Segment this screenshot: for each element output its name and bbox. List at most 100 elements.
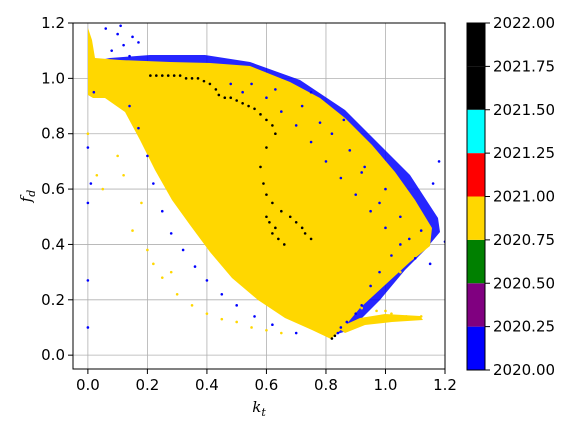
x-axis-ticks: 0.0 0.2 0.4 0.6 0.8 1.0 1.2 xyxy=(76,369,457,394)
point-s0-58 xyxy=(384,187,387,191)
point-s2-21 xyxy=(122,173,125,177)
point-s1-24 xyxy=(259,165,262,169)
x-tick-label-6: 1.2 xyxy=(433,376,457,394)
y-tick-label-6: 1.2 xyxy=(41,14,65,32)
colorbar-segment-4 xyxy=(467,153,485,197)
point-s0-25 xyxy=(253,315,256,318)
point-s1-27 xyxy=(271,201,274,205)
point-s1-36 xyxy=(274,226,277,230)
point-s0-49 xyxy=(339,326,343,329)
point-s1-34 xyxy=(265,215,268,219)
point-s1-7 xyxy=(190,77,194,80)
y-axis-label: fd xyxy=(17,190,38,204)
point-s2-30 xyxy=(101,187,105,191)
point-s0-56 xyxy=(348,149,352,152)
point-s1-41 xyxy=(333,334,337,338)
colorbar-segment-7 xyxy=(467,23,485,67)
point-s0-27 xyxy=(294,331,298,335)
point-s1-14 xyxy=(229,96,233,100)
point-s0-30 xyxy=(280,110,283,113)
point-s0-9 xyxy=(86,146,90,149)
point-s2-15 xyxy=(220,317,224,321)
colorbar-tick-label-8: 2022.00 xyxy=(493,14,555,32)
point-s0-39 xyxy=(413,256,417,260)
colorbar-tick-label-4: 2021.00 xyxy=(493,188,555,206)
point-s1-13 xyxy=(223,96,227,100)
x-axis-label: kt xyxy=(252,398,266,419)
y-axis-ticks: 0.0 0.2 0.4 0.6 0.8 1.0 1.2 xyxy=(41,14,73,364)
point-s1-28 xyxy=(280,209,283,213)
point-s0-55 xyxy=(318,121,322,124)
point-s2-5 xyxy=(419,315,423,318)
colorbar-segment-2 xyxy=(467,239,485,284)
point-s1-10 xyxy=(208,82,212,86)
point-s1-35 xyxy=(268,220,271,224)
colorbar-segment-6 xyxy=(467,66,485,110)
colorbar-segment-1 xyxy=(467,283,485,327)
point-s2-1 xyxy=(360,306,363,310)
x-tick-label-1: 0.2 xyxy=(135,376,159,394)
y-tick-label-3: 0.6 xyxy=(41,180,65,198)
point-s1-32 xyxy=(303,232,307,235)
colorbar-segment-5 xyxy=(467,109,485,154)
point-s0-36 xyxy=(369,209,372,213)
point-s2-20 xyxy=(116,154,119,158)
point-s1-4 xyxy=(172,74,176,77)
point-s2-3 xyxy=(390,312,393,315)
point-s0-64 xyxy=(309,90,313,94)
point-s0-43 xyxy=(390,254,393,257)
point-s2-13 xyxy=(190,304,194,307)
point-s0-15 xyxy=(137,126,140,130)
colorbar-tick-label-5: 2021.25 xyxy=(493,144,555,162)
point-s2-16 xyxy=(235,320,238,324)
point-s1-0 xyxy=(149,74,152,77)
point-s1-38 xyxy=(277,237,280,241)
point-s2-9 xyxy=(146,248,149,252)
point-s1-11 xyxy=(214,88,218,91)
colorbar-segment-3 xyxy=(467,196,485,240)
point-s0-65 xyxy=(330,132,334,136)
point-s1-1 xyxy=(155,74,158,77)
point-s0-61 xyxy=(241,90,244,94)
point-s0-60 xyxy=(399,215,402,219)
point-s1-6 xyxy=(184,77,188,80)
point-s2-18 xyxy=(265,328,268,332)
y-tick-label-5: 1.0 xyxy=(41,69,65,87)
point-s2-29 xyxy=(95,173,99,177)
x-tick-label-2: 0.4 xyxy=(195,376,219,394)
point-s1-33 xyxy=(309,237,313,241)
y-tick-label-4: 0.8 xyxy=(41,125,65,143)
point-s2-4 xyxy=(405,315,408,318)
point-s2-31 xyxy=(86,132,90,136)
point-s1-2 xyxy=(160,74,164,77)
data-layer xyxy=(86,24,445,340)
y-tick-label-1: 0.2 xyxy=(41,291,65,309)
point-s1-20 xyxy=(265,118,268,122)
point-s0-42 xyxy=(378,270,381,274)
point-s1-22 xyxy=(274,132,277,136)
point-s0-57 xyxy=(360,171,363,174)
point-s1-19 xyxy=(259,113,262,116)
point-s1-40 xyxy=(330,337,334,340)
scatter-points xyxy=(86,24,445,340)
point-s0-13 xyxy=(86,326,90,329)
point-s2-7 xyxy=(384,309,387,313)
point-s0-67 xyxy=(363,165,366,169)
point-s1-37 xyxy=(271,232,274,235)
point-s1-26 xyxy=(265,193,268,196)
point-s0-0 xyxy=(104,27,108,30)
point-s1-18 xyxy=(253,107,256,111)
point-s0-31 xyxy=(294,124,298,127)
point-s1-12 xyxy=(217,93,221,97)
point-s1-23 xyxy=(265,146,268,149)
point-s0-22 xyxy=(205,279,209,282)
point-s2-19 xyxy=(280,331,283,335)
point-s1-31 xyxy=(300,226,304,230)
point-s0-8 xyxy=(92,90,96,94)
x-tick-label-4: 0.8 xyxy=(314,376,338,394)
plot-frame xyxy=(72,22,446,370)
point-s0-34 xyxy=(339,176,343,180)
colorbar-tick-label-0: 2020.00 xyxy=(493,361,555,379)
colorbar-tick-label-7: 2021.75 xyxy=(493,57,555,75)
